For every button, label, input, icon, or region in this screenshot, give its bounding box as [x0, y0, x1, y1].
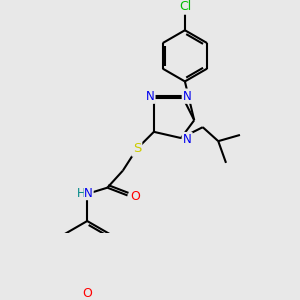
Text: N: N [146, 90, 154, 103]
Text: H: H [76, 187, 85, 200]
Text: N: N [84, 187, 93, 200]
Text: O: O [82, 287, 92, 300]
Text: Cl: Cl [179, 1, 191, 13]
Text: N: N [183, 90, 192, 103]
Text: S: S [133, 142, 141, 155]
Text: N: N [183, 133, 192, 146]
Text: O: O [130, 190, 140, 203]
